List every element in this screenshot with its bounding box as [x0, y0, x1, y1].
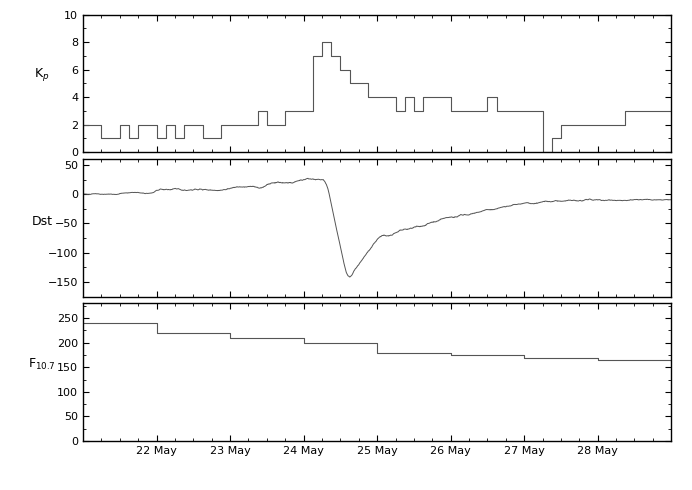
Y-axis label: K$_p$: K$_p$ [34, 67, 50, 83]
Y-axis label: Dst: Dst [31, 215, 53, 228]
Y-axis label: F$_{10.7}$: F$_{10.7}$ [28, 357, 55, 372]
